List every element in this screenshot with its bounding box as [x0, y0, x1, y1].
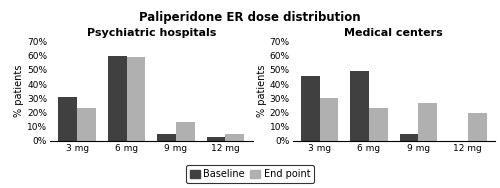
Title: Medical centers: Medical centers: [344, 28, 443, 38]
Text: Paliperidone ER dose distribution: Paliperidone ER dose distribution: [139, 11, 361, 24]
Bar: [400, 134, 418, 141]
Bar: [226, 134, 244, 141]
Bar: [301, 76, 320, 141]
Y-axis label: % patients: % patients: [14, 65, 24, 117]
Bar: [176, 123, 195, 141]
Y-axis label: % patients: % patients: [257, 65, 267, 117]
Legend: Baseline, End point: Baseline, End point: [186, 165, 314, 183]
Bar: [77, 108, 96, 141]
Bar: [320, 98, 338, 141]
Bar: [108, 56, 126, 141]
Bar: [206, 137, 226, 141]
Bar: [369, 108, 388, 141]
Title: Psychiatric hospitals: Psychiatric hospitals: [86, 28, 216, 38]
Bar: [418, 103, 437, 141]
Bar: [126, 57, 146, 141]
Bar: [58, 97, 77, 141]
Bar: [350, 71, 369, 141]
Bar: [468, 113, 486, 141]
Bar: [157, 134, 176, 141]
